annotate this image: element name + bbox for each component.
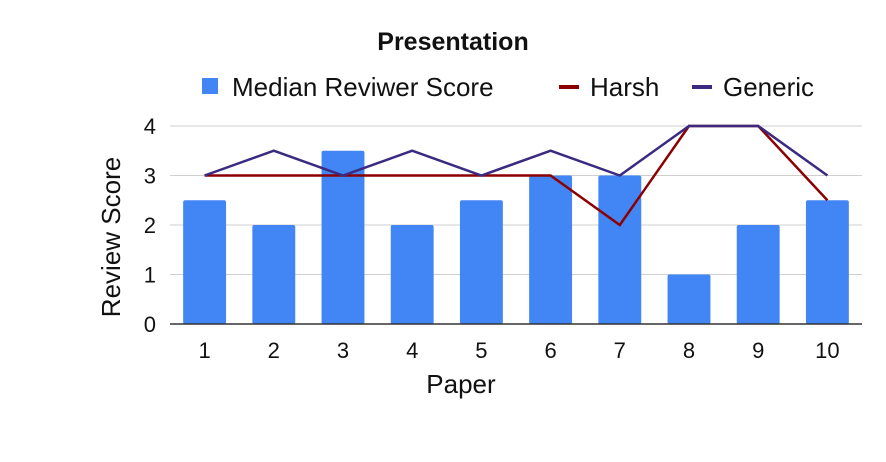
bar-paper-7	[598, 175, 642, 324]
x-tick-label: 9	[752, 338, 764, 363]
y-tick-labels: 0 1 2 3 4	[144, 114, 156, 337]
bar-paper-10	[805, 200, 849, 324]
x-tick-label: 3	[337, 338, 349, 363]
y-tick-label: 1	[144, 263, 156, 288]
series-lines	[204, 124, 829, 227]
bar-paper-8	[667, 274, 711, 324]
y-tick-label: 4	[144, 114, 156, 139]
y-axis-label: Review Score	[96, 157, 126, 317]
legend-swatch-harsh	[559, 85, 579, 89]
y-tick-label: 2	[144, 213, 156, 238]
x-tick-label: 5	[475, 338, 487, 363]
bar-paper-1	[183, 200, 227, 324]
legend-label-median: Median Reviwer Score	[232, 72, 494, 102]
line-generic	[204, 124, 829, 177]
x-tick-labels: 1 2 3 4 5 6 7 8 9 10	[198, 338, 839, 363]
x-tick-label: 6	[544, 338, 556, 363]
legend-label-harsh: Harsh	[590, 72, 659, 102]
x-tick-label: 2	[268, 338, 280, 363]
bar-paper-9	[736, 225, 780, 324]
legend-label-generic: Generic	[723, 72, 814, 102]
chart-title: Presentation	[377, 28, 528, 56]
bar-paper-4	[390, 225, 434, 324]
legend: Median Reviwer Score Harsh Generic	[202, 72, 814, 102]
y-tick-label: 0	[144, 312, 156, 337]
x-axis-label: Paper	[426, 369, 496, 399]
y-tick-label: 3	[144, 164, 156, 189]
bar-paper-5	[459, 200, 503, 324]
x-tick-label: 10	[815, 338, 839, 363]
legend-swatch-median	[202, 78, 218, 94]
bar-paper-6	[529, 175, 573, 324]
bar-paper-3	[321, 150, 365, 324]
x-tick-label: 7	[614, 338, 626, 363]
bar-paper-2	[252, 225, 296, 324]
x-tick-label: 4	[406, 338, 418, 363]
bars	[183, 150, 849, 324]
x-tick-label: 8	[683, 338, 695, 363]
legend-swatch-generic	[692, 85, 712, 89]
x-tick-label: 1	[198, 338, 210, 363]
